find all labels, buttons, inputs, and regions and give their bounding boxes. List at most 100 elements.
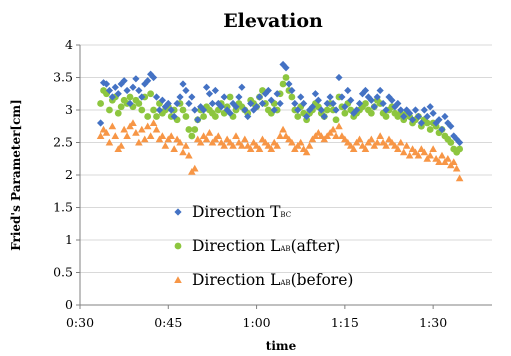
data-point: [311, 90, 320, 98]
data-point: [279, 80, 287, 88]
data-point: [229, 141, 237, 149]
data-point: [147, 90, 155, 98]
data-point: [453, 135, 461, 143]
legend-label: Direction LAB(before): [192, 271, 353, 289]
data-point: [288, 86, 296, 95]
data-point: [179, 106, 187, 114]
data-point: [241, 106, 249, 114]
legend-item: Direction LAB(before): [174, 271, 353, 289]
data-point: [355, 135, 364, 143]
data-point: [149, 73, 158, 82]
data-point: [406, 109, 414, 117]
data-point: [332, 116, 340, 124]
data-point: [152, 125, 161, 133]
data-point: [232, 132, 240, 140]
data-point: [447, 122, 455, 130]
data-point: [279, 125, 287, 133]
data-point: [285, 80, 293, 88]
data-point: [288, 93, 296, 101]
data-point: [205, 90, 214, 98]
data-point: [300, 99, 308, 108]
data-point: [96, 132, 105, 140]
data-point: [261, 90, 269, 98]
data-point: [267, 96, 275, 104]
data-point: [456, 145, 464, 153]
data-point: [176, 138, 184, 146]
data-point: [297, 93, 305, 101]
data-point: [291, 99, 299, 108]
data-point: [426, 126, 434, 133]
data-point: [305, 141, 314, 149]
data-point: [164, 99, 172, 108]
data-point: [155, 106, 164, 114]
data-point: [188, 93, 196, 101]
data-point: [391, 103, 399, 111]
data-point: [329, 125, 337, 133]
data-point: [335, 73, 343, 82]
data-point: [202, 83, 211, 91]
data-point: [214, 99, 222, 108]
data-point: [402, 141, 411, 149]
data-point: [394, 99, 402, 108]
data-point: [143, 122, 152, 130]
data-point: [185, 99, 193, 108]
data-point: [282, 74, 290, 81]
data-point: [414, 112, 423, 121]
data-point: [332, 106, 340, 114]
data-point: [397, 106, 405, 114]
data-point: [382, 141, 390, 149]
data-point: [138, 125, 146, 133]
data-point: [267, 145, 276, 153]
data-point: [276, 99, 284, 108]
data-point: [105, 86, 114, 95]
data-points: [96, 60, 464, 182]
data-point: [176, 93, 184, 101]
series-triangle: [96, 119, 464, 182]
data-point: [335, 122, 343, 130]
data-point: [246, 145, 255, 153]
data-point: [102, 80, 111, 88]
data-point: [111, 83, 119, 91]
data-point: [205, 128, 214, 136]
data-point: [238, 141, 246, 149]
data-point: [396, 138, 405, 146]
data-point: [226, 93, 234, 101]
data-point: [417, 119, 425, 127]
data-point: [273, 141, 281, 149]
data-point: [146, 132, 155, 140]
data-point: [379, 99, 387, 108]
data-point: [220, 141, 228, 149]
data-point: [302, 148, 311, 156]
y-tick-label: 3: [65, 102, 73, 117]
data-point: [444, 154, 452, 162]
data-point: [350, 109, 358, 117]
data-point: [214, 132, 223, 140]
data-point: [420, 106, 428, 114]
x-tick-label: 1:30: [419, 315, 447, 330]
data-point: [129, 119, 137, 127]
data-point: [179, 80, 187, 88]
data-point: [429, 145, 437, 153]
data-point: [191, 106, 199, 114]
y-tick-label: 2: [65, 167, 73, 182]
data-point: [120, 77, 128, 85]
data-point: [208, 99, 217, 108]
data-point: [173, 99, 181, 108]
data-point: [244, 112, 252, 121]
data-point: [255, 93, 264, 101]
data-point: [188, 132, 196, 140]
data-point: [370, 103, 378, 111]
data-point: [456, 138, 464, 147]
data-point: [250, 106, 258, 114]
data-point: [152, 93, 161, 101]
data-point: [161, 141, 170, 149]
data-point: [191, 126, 199, 133]
data-point: [123, 86, 131, 95]
data-point: [229, 99, 237, 108]
legend-marker: [174, 276, 182, 284]
data-point: [449, 158, 458, 166]
data-point: [361, 145, 370, 153]
y-tick-label: 1.5: [53, 200, 73, 215]
data-point: [126, 93, 134, 101]
